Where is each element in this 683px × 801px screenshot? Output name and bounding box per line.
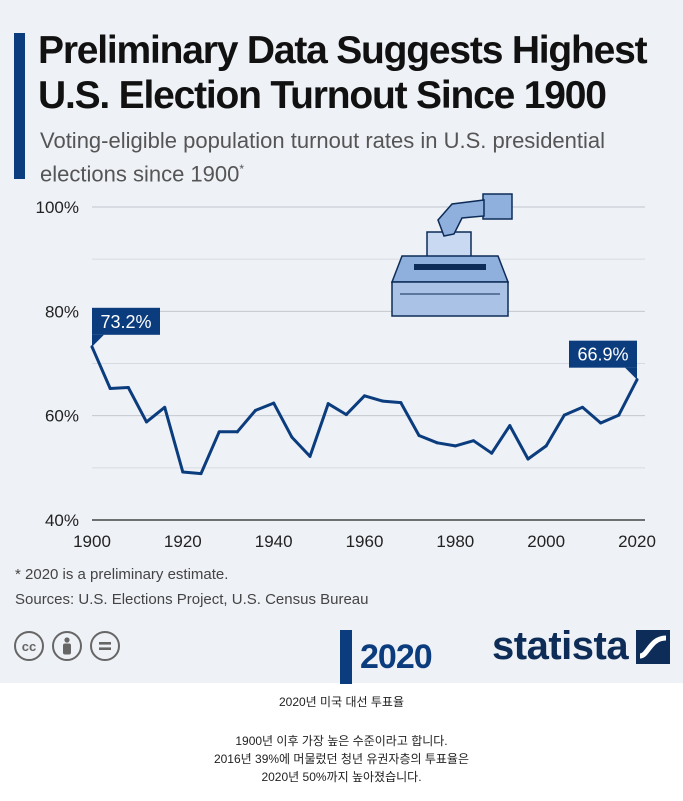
footnote: * 2020 is a preliminary estimate. <box>15 566 229 583</box>
x-tick-label: 2020 <box>618 532 656 551</box>
data-point-1968 <box>399 401 403 405</box>
election-2020-label: 2020 <box>360 637 433 676</box>
title-accent-bar <box>14 33 25 179</box>
chart-subtitle: Voting-eligible population turnout rates… <box>40 127 670 188</box>
x-tick-label: 1980 <box>436 532 474 551</box>
license-icons: cc <box>14 631 120 661</box>
data-point-1952 <box>326 402 330 406</box>
x-tick-label: 1900 <box>73 532 111 551</box>
data-point-2012 <box>599 421 603 425</box>
data-point-2004 <box>562 413 566 417</box>
data-label: 73.2% <box>100 312 151 332</box>
equals-icon[interactable] <box>90 631 120 661</box>
data-point-1924 <box>199 472 203 476</box>
turnout-series-line <box>90 346 639 476</box>
data-point-1928 <box>217 430 221 434</box>
subtitle-line-2: elections since 1900 <box>40 161 240 187</box>
annotation-pointer <box>625 367 637 380</box>
logo-accent-bar <box>340 630 352 684</box>
caption-line-4: 2020년 50%까지 높아졌습니다. <box>261 770 422 784</box>
caption-line-3: 2016년 39%에 머물렀던 청년 유권자층의 투표율은 <box>213 752 470 766</box>
election-2020-logo: 2020 <box>340 630 433 684</box>
data-point-1920 <box>181 470 185 474</box>
cc-label: cc <box>21 638 37 654</box>
y-tick-label: 100% <box>36 198 79 217</box>
data-point-1996 <box>526 457 530 461</box>
data-point-1944 <box>290 435 294 439</box>
data-point-1904 <box>108 387 112 391</box>
data-point-2000 <box>544 444 548 448</box>
data-point-1960 <box>363 394 366 398</box>
x-tick-label: 2000 <box>527 532 565 551</box>
turnout-line-chart: 40% 60% 80% 100% 1900 1920 1940 1960 1980 2000 202… <box>36 193 656 551</box>
person-icon[interactable] <box>52 631 82 661</box>
annotation-pointer <box>92 334 104 347</box>
x-tick-label: 1940 <box>255 532 293 551</box>
data-point-1932 <box>235 430 239 434</box>
data-point-1980 <box>453 444 457 448</box>
y-tick-label: 60% <box>45 407 79 426</box>
cc-icon[interactable]: cc <box>14 631 44 661</box>
title-line-2: U.S. Election Turnout Since 1900 <box>38 74 607 117</box>
data-point-1908 <box>126 385 130 389</box>
chart-title: Preliminary Data Suggests Highest U.S. E… <box>38 28 678 118</box>
caption-line-2: 1900년 이후 가장 높은 수준이라고 합니다. <box>235 734 448 748</box>
data-point-1976 <box>435 441 439 445</box>
subtitle-line-1: Voting-eligible population turnout rates… <box>40 128 606 153</box>
data-point-1988 <box>490 451 494 455</box>
y-tick-label: 80% <box>45 302 79 321</box>
data-point-2016 <box>617 413 621 417</box>
data-point-1936 <box>254 408 257 412</box>
title-line-1: Preliminary Data Suggests Highest <box>38 29 648 72</box>
data-point-1964 <box>381 399 385 403</box>
data-label: 66.9% <box>577 345 628 365</box>
annotation-box <box>569 340 637 368</box>
data-point-1940 <box>272 401 276 405</box>
data-point-2008 <box>581 405 584 409</box>
ballot-box-icon <box>390 193 513 317</box>
data-point-1984 <box>472 439 475 443</box>
data-point-1916 <box>163 405 167 409</box>
x-tick-label: 1920 <box>164 532 202 551</box>
x-tick-label: 1960 <box>346 532 384 551</box>
sources-note: Sources: U.S. Elections Project, U.S. Ce… <box>15 591 369 608</box>
statista-mark-icon <box>636 629 671 664</box>
data-point-1956 <box>344 413 348 417</box>
statista-wordmark: statista <box>492 624 629 668</box>
annotation-box <box>92 307 160 335</box>
statista-logo[interactable]: statista <box>492 624 671 669</box>
data-point-1972 <box>417 433 421 437</box>
caption-line-1: 2020년 미국 대선 투표율 <box>278 695 405 709</box>
data-point-1912 <box>145 420 148 424</box>
subtitle-asterisk: * <box>239 162 245 176</box>
data-point-1992 <box>508 424 512 428</box>
y-tick-label: 40% <box>45 511 79 530</box>
data-point-1948 <box>308 454 312 458</box>
